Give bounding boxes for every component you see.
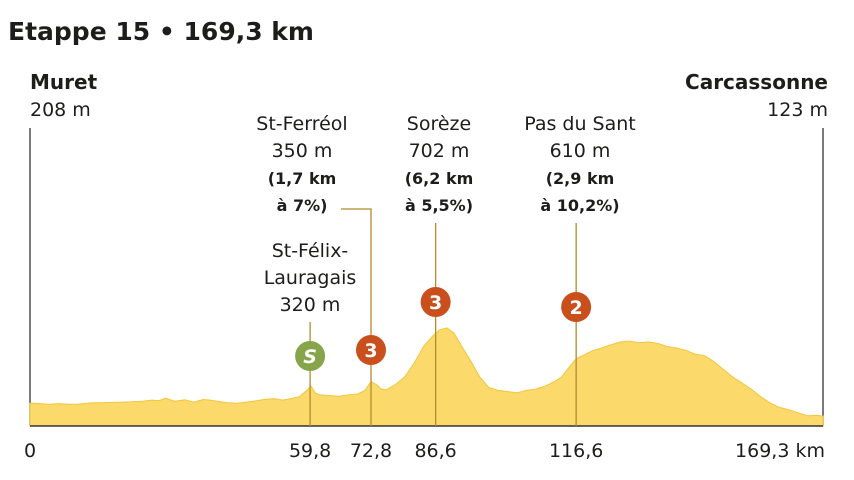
start-altitude: 208 m <box>30 99 91 121</box>
climb-detail1-pas-du-sant: (2,9 km <box>546 169 615 188</box>
profile-layer <box>29 327 824 427</box>
climb-altitude-st-ferreol: 350 m <box>272 140 333 162</box>
climb-st-ferreol-badge-label: 3 <box>364 340 377 362</box>
climb-altitude-pas-du-sant: 610 m <box>550 140 611 162</box>
x-tick-label: 169,3 km <box>735 440 825 462</box>
sprint-badge-label: S <box>303 346 317 368</box>
climb-detail2-st-ferreol: à 7%) <box>277 196 328 215</box>
stage-title: Etappe 15 • 169,3 km <box>8 17 314 46</box>
x-axis-ticks: 0 59,8 72,8 86,6 116,6 169,3 km <box>24 440 825 462</box>
finish-altitude: 123 m <box>767 99 828 121</box>
climb-st-ferreol-badge <box>355 335 386 365</box>
climb-detail1-st-ferreol: (1,7 km <box>268 169 337 188</box>
climb-name-st-ferreol: St-Ferréol <box>256 113 347 135</box>
x-tick-label: 116,6 <box>549 440 603 462</box>
climb-soreze-badge <box>420 287 451 317</box>
marker-layer: 3 3 2 S <box>295 208 592 426</box>
sprint-altitude: 320 m <box>280 294 341 316</box>
climb-pas-du-sant-badge <box>561 292 592 322</box>
sprint-name2: Lauragais <box>264 267 357 289</box>
start-name: Muret <box>30 70 98 94</box>
climb-detail2-pas-du-sant: à 10,2%) <box>540 196 619 215</box>
climb-name-soreze: Sorèze <box>407 113 471 135</box>
sprint-badge <box>295 341 326 371</box>
x-tick-label: 59,8 <box>289 440 331 462</box>
climb-soreze-badge-label: 3 <box>429 292 442 314</box>
sprint-name1: St-Félix- <box>272 240 349 262</box>
climb-altitude-soreze: 702 m <box>409 140 470 162</box>
x-tick-label: 86,6 <box>414 440 456 462</box>
climb-detail2-soreze: à 5,5%) <box>405 196 473 215</box>
climb-pas-du-sant-badge-label: 2 <box>570 297 583 319</box>
x-tick-label: 72,8 <box>350 440 392 462</box>
finish-name: Carcassonne <box>685 70 828 94</box>
climb-name-pas-du-sant: Pas du Sant <box>524 113 636 135</box>
climb-detail1-soreze: (6,2 km <box>405 169 474 188</box>
elevation-profile-area <box>29 327 824 427</box>
x-tick-label: 0 <box>24 440 36 462</box>
